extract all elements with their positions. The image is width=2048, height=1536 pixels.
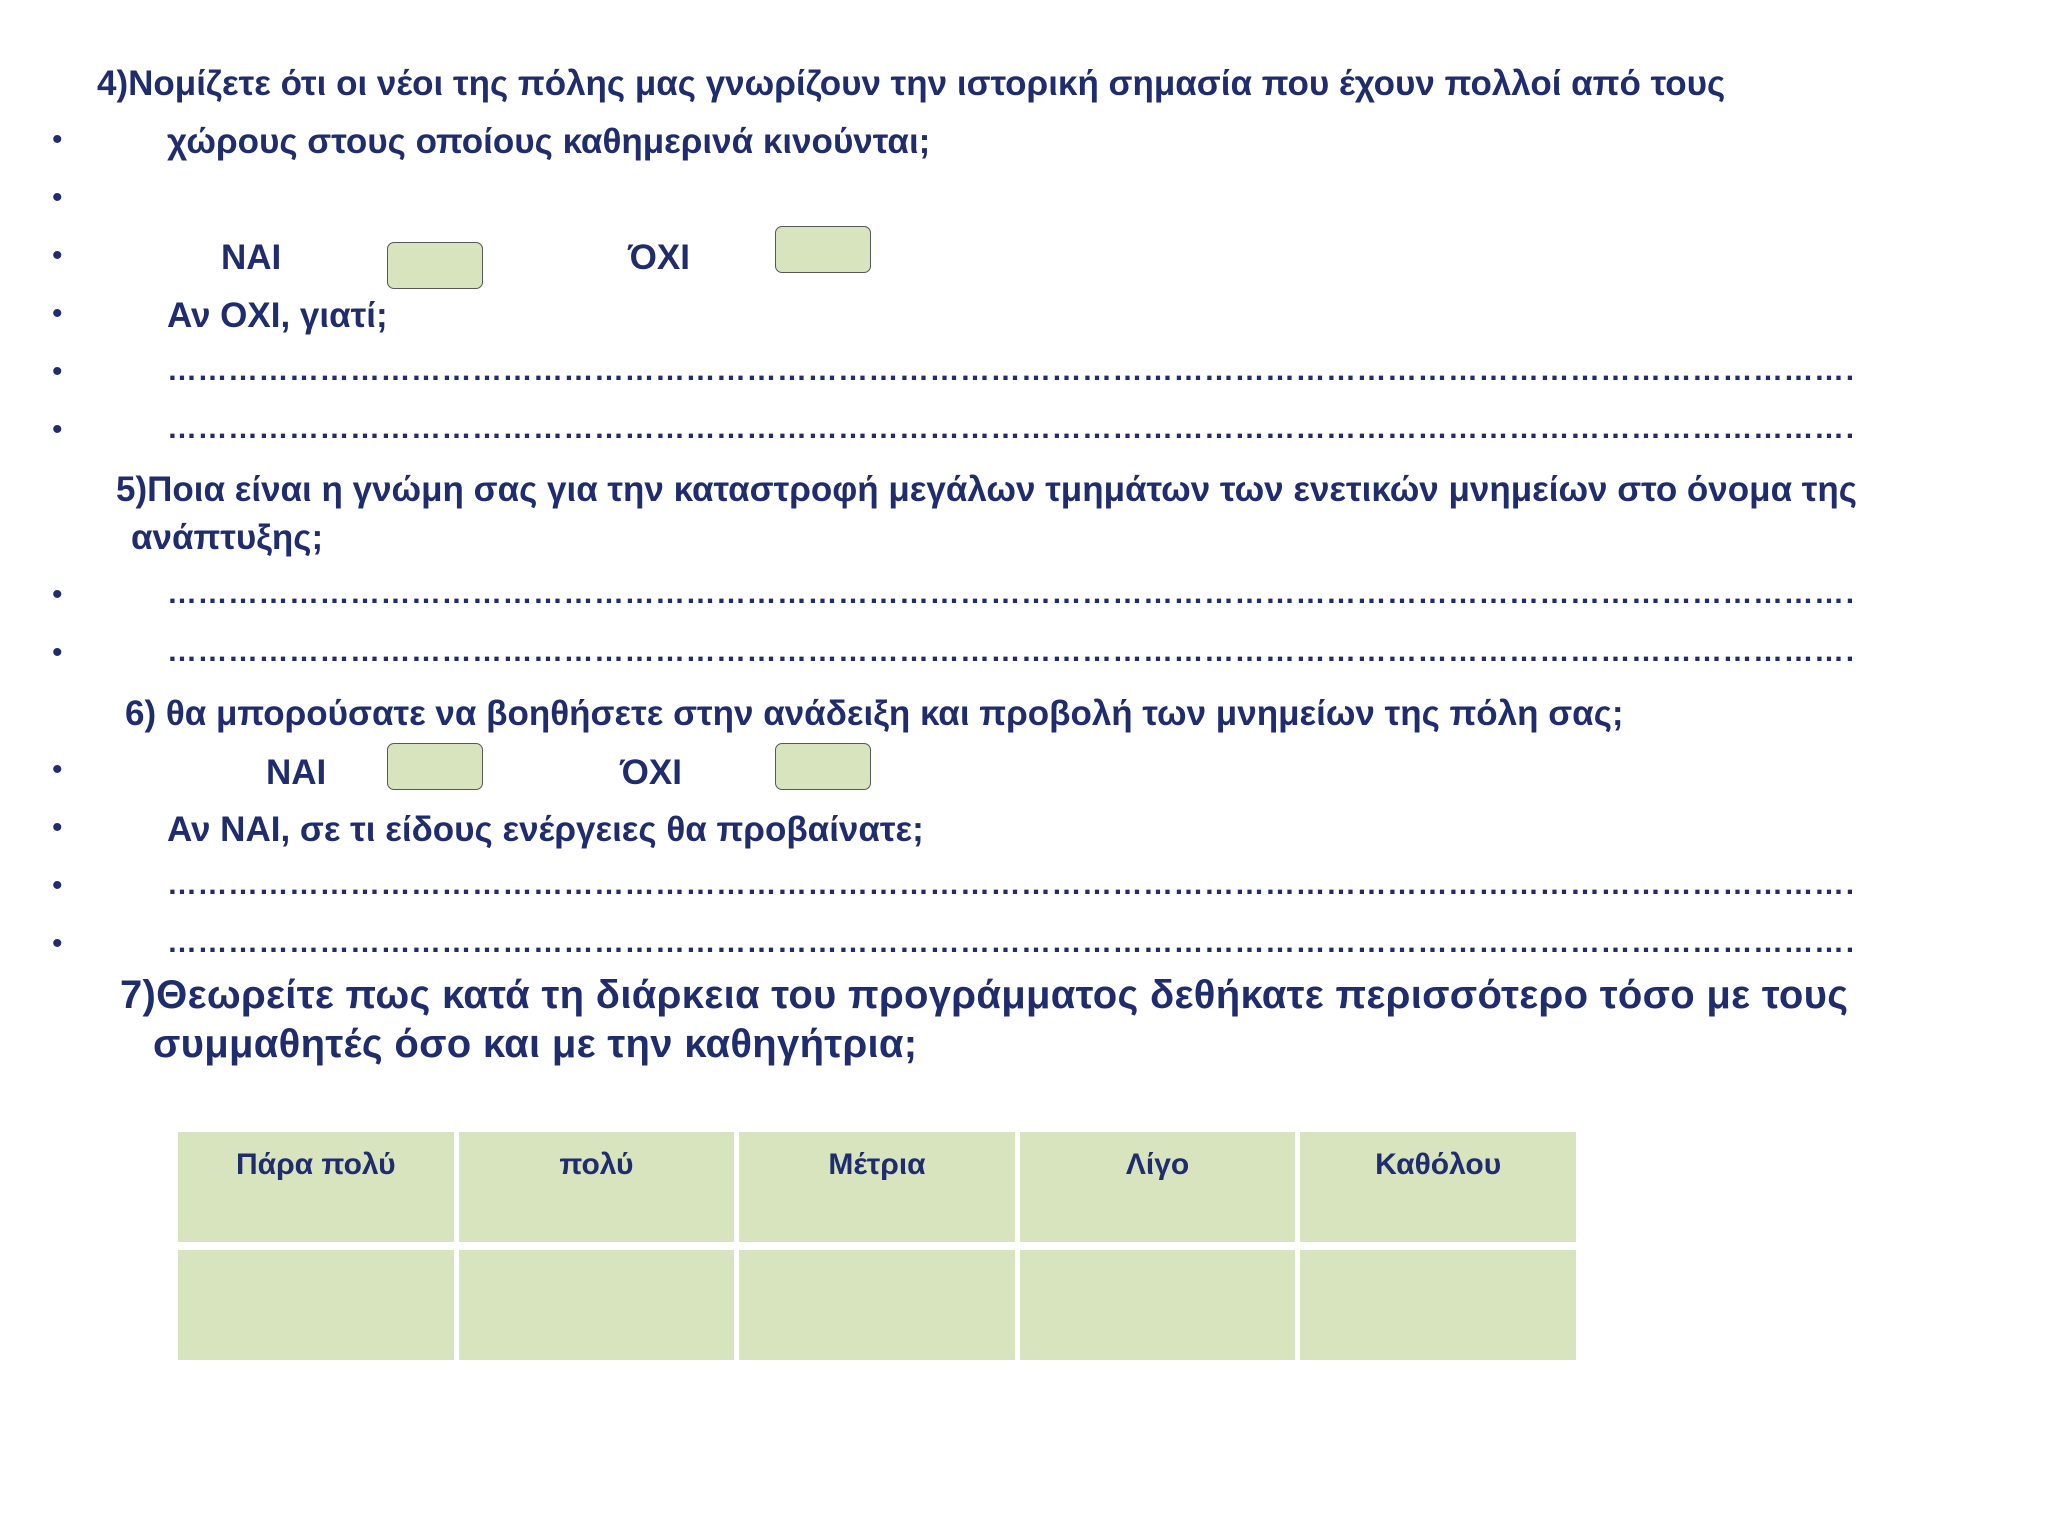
bullet: • bbox=[52, 927, 63, 960]
q6-yes-checkbox[interactable] bbox=[387, 743, 483, 790]
q6-no-checkbox[interactable] bbox=[775, 743, 871, 790]
question-7-line-2: συμμαθητές όσο και με την καθηγήτρια; bbox=[153, 1022, 918, 1066]
bullet: • bbox=[52, 239, 63, 272]
bullet: • bbox=[52, 636, 63, 669]
rating-header-moderate: Μέτρια bbox=[739, 1132, 1015, 1242]
q4-if-no-prompt: Αν ΟΧΙ, γιατί; bbox=[167, 296, 388, 335]
q6-yes-label: ΝΑΙ bbox=[266, 753, 327, 792]
question-4-line-2: χώρους στους οποίους καθημερινά κινούντα… bbox=[167, 122, 931, 161]
question-5-line-2: ανάπτυξης; bbox=[131, 518, 324, 557]
question-5-line-1: 5)Ποια είναι η γνώμη σας για την καταστρ… bbox=[116, 470, 1858, 509]
rating-answer-moderate[interactable] bbox=[739, 1250, 1015, 1360]
rating-header-not-at-all: Καθόλου bbox=[1300, 1132, 1576, 1242]
bullet: • bbox=[52, 181, 63, 214]
rating-answer-much[interactable] bbox=[458, 1250, 735, 1360]
question-6-line-1: 6) θα μπορούσατε να βοηθήσετε στην ανάδε… bbox=[125, 694, 1624, 733]
q5-answer-line-2[interactable]: …………………………………………………………………………………………………………… bbox=[167, 637, 1854, 667]
rating-header-much: πολύ bbox=[458, 1132, 735, 1242]
q6-no-label: ΌΧΙ bbox=[620, 753, 682, 792]
rating-table: Πάρα πολύ πολύ Μέτρια Λίγο Καθόλου bbox=[178, 1132, 1576, 1366]
rating-header-little: Λίγο bbox=[1019, 1132, 1296, 1242]
question-4-line-1: 4)Νομίζετε ότι οι νέοι της πόλης μας γνω… bbox=[97, 64, 1726, 103]
rating-header-very-much: Πάρα πολύ bbox=[178, 1132, 454, 1242]
q5-answer-line-1[interactable]: …………………………………………………………………………………………………………… bbox=[167, 579, 1854, 609]
bullet: • bbox=[52, 578, 63, 611]
rating-answer-very-much[interactable] bbox=[178, 1250, 454, 1360]
bullet: • bbox=[52, 869, 63, 902]
q6-if-yes-prompt: Αν ΝΑΙ, σε τι είδους ενέργειες θα προβαί… bbox=[167, 810, 924, 849]
bullet: • bbox=[52, 297, 63, 330]
q4-no-checkbox[interactable] bbox=[775, 226, 871, 273]
bullet: • bbox=[52, 123, 63, 156]
bullet: • bbox=[52, 355, 63, 388]
q4-yes-label: ΝΑΙ bbox=[221, 238, 282, 277]
q4-yes-checkbox[interactable] bbox=[387, 242, 483, 289]
rating-answer-not-at-all[interactable] bbox=[1300, 1250, 1576, 1360]
bullet: • bbox=[52, 753, 63, 786]
question-7-line-1: 7)Θεωρείτε πως κατά τη διάρκεια του προγ… bbox=[120, 973, 1849, 1017]
q6-answer-line-2[interactable]: …………………………………………………………………………………………………………… bbox=[167, 928, 1854, 958]
q4-answer-line-2[interactable]: …………………………………………………………………………………………………………… bbox=[167, 414, 1854, 444]
q4-answer-line-1[interactable]: …………………………………………………………………………………………………………… bbox=[167, 356, 1854, 386]
rating-answer-little[interactable] bbox=[1019, 1250, 1296, 1360]
bullet: • bbox=[52, 811, 63, 844]
q4-no-label: ΌΧΙ bbox=[628, 238, 690, 277]
bullet: • bbox=[52, 413, 63, 446]
q6-answer-line-1[interactable]: …………………………………………………………………………………………………………… bbox=[167, 870, 1854, 900]
